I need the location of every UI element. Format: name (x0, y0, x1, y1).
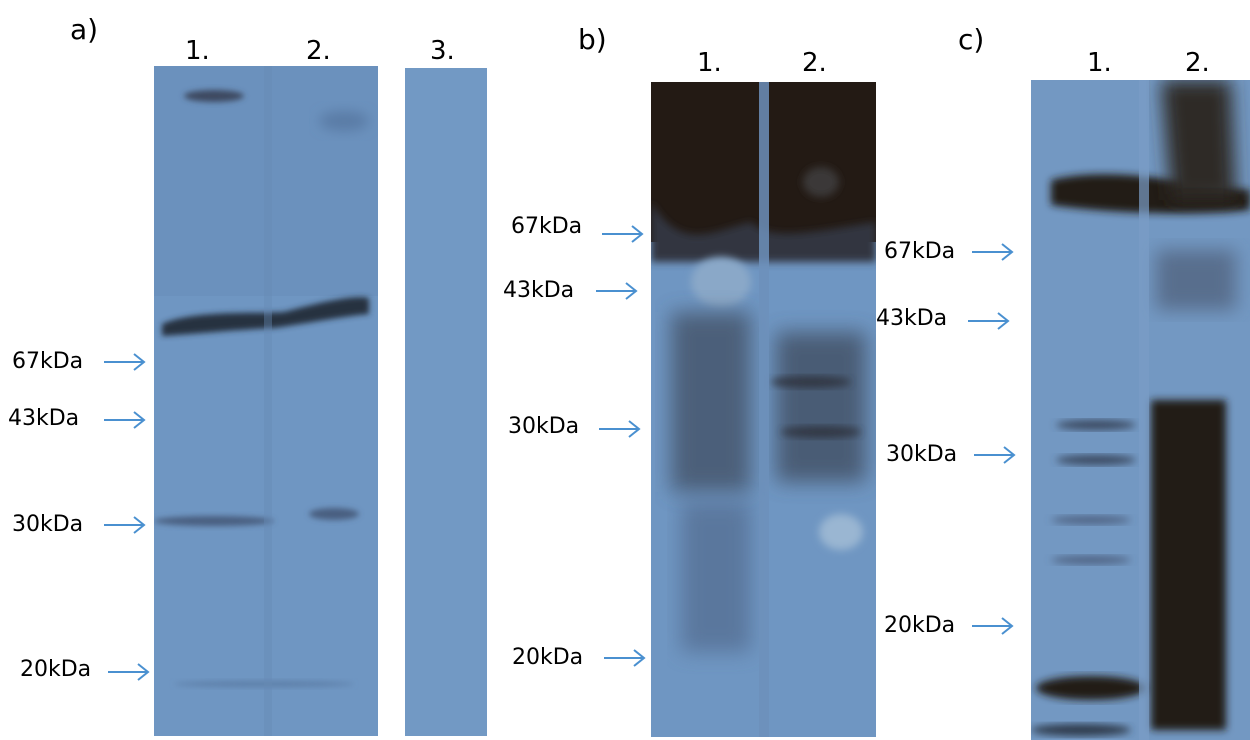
marker-label-a-20: 20kDa (20, 657, 92, 682)
arrow-b-67-icon (602, 225, 644, 243)
arrow-a-43-icon (104, 411, 146, 429)
arrow-c-43-icon (968, 312, 1010, 330)
marker-label-b-43: 43kDa (503, 278, 575, 303)
arrow-a-20-icon (108, 663, 150, 681)
blot-a-lane-3 (405, 68, 487, 736)
marker-label-a-67: 67kDa (12, 349, 84, 374)
lane-label-b-1: 1. (697, 48, 722, 78)
arrow-b-43-icon (596, 282, 638, 300)
marker-label-b-30: 30kDa (508, 414, 580, 439)
lane-label-a-3: 3. (430, 36, 455, 66)
panel-label-b: b) (578, 23, 607, 56)
blot-c (1031, 80, 1250, 740)
lane-label-c-2: 2. (1185, 48, 1210, 78)
blot-a-lanes-1-2 (154, 66, 378, 736)
marker-label-c-30: 30kDa (886, 442, 958, 467)
marker-label-a-43: 43kDa (8, 406, 80, 431)
marker-label-c-43: 43kDa (876, 306, 948, 331)
arrow-c-20-icon (972, 617, 1014, 635)
lane-label-b-2: 2. (802, 48, 827, 78)
arrow-b-30-icon (599, 420, 641, 438)
lane-label-a-1: 1. (185, 36, 210, 66)
arrow-c-30-icon (974, 446, 1016, 464)
marker-label-c-67: 67kDa (884, 239, 956, 264)
arrow-b-20-icon (604, 649, 646, 667)
lane-label-a-2: 2. (306, 36, 331, 66)
blot-b (651, 82, 876, 737)
lane-label-c-1: 1. (1087, 48, 1112, 78)
arrow-c-67-icon (972, 243, 1014, 261)
arrow-a-30-icon (104, 516, 146, 534)
panel-label-c: c) (958, 23, 985, 56)
marker-label-b-67: 67kDa (511, 214, 583, 239)
marker-label-a-30: 30kDa (12, 512, 84, 537)
marker-label-c-20: 20kDa (884, 613, 956, 638)
arrow-a-67-icon (104, 353, 146, 371)
panel-label-a: a) (70, 13, 99, 46)
marker-label-b-20: 20kDa (512, 645, 584, 670)
